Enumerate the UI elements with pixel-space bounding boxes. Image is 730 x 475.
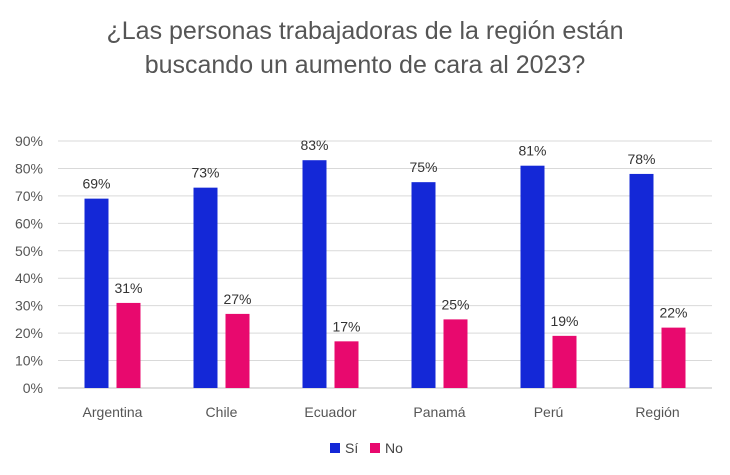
y-tick-label: 90% — [15, 133, 43, 149]
chart-title: ¿Las personas trabajadoras de la región … — [0, 14, 730, 82]
data-label: 22% — [659, 305, 687, 321]
y-tick-label: 30% — [15, 298, 43, 314]
y-tick-label: 40% — [15, 270, 43, 286]
bar-no — [552, 335, 577, 388]
data-label: 69% — [82, 176, 110, 192]
bar-si — [302, 160, 327, 388]
y-tick-label: 80% — [15, 160, 43, 176]
data-label: 31% — [114, 280, 142, 296]
bar-no — [334, 341, 359, 388]
x-tick-label: Perú — [534, 404, 564, 420]
y-tick-label: 70% — [15, 188, 43, 204]
data-label: 19% — [550, 313, 578, 329]
legend-label: No — [385, 440, 403, 456]
bar-si — [520, 165, 545, 388]
x-tick-label: Región — [635, 404, 679, 420]
legend-swatch — [330, 443, 340, 453]
y-tick-label: 60% — [15, 215, 43, 231]
legend-label: Sí — [345, 440, 358, 456]
y-tick-label: 0% — [23, 380, 43, 396]
data-label: 25% — [441, 296, 469, 312]
x-tick-label: Argentina — [83, 404, 143, 420]
y-tick-label: 50% — [15, 243, 43, 259]
y-tick-label: 20% — [15, 325, 43, 341]
x-tick-label: Panamá — [413, 404, 465, 420]
legend-swatch — [370, 443, 380, 453]
bar-no — [661, 327, 686, 388]
bar-si — [193, 187, 218, 388]
bar-no — [116, 302, 141, 388]
data-label: 73% — [191, 165, 219, 181]
data-label: 17% — [332, 318, 360, 334]
data-label: 81% — [518, 143, 546, 159]
bar-no — [225, 313, 250, 388]
data-label: 83% — [300, 137, 328, 153]
chart-title-line-1: ¿Las personas trabajadoras de la región … — [106, 17, 624, 45]
bar-si — [411, 182, 436, 388]
data-label: 27% — [223, 291, 251, 307]
data-label: 78% — [627, 151, 655, 167]
bar-si — [629, 173, 654, 388]
y-tick-label: 10% — [15, 353, 43, 369]
data-label: 75% — [409, 159, 437, 175]
chart-title-line-2: buscando un aumento de cara al 2023? — [144, 51, 586, 79]
bar-no — [443, 319, 468, 388]
x-tick-label: Chile — [206, 404, 238, 420]
bar-si — [84, 198, 109, 388]
x-tick-label: Ecuador — [304, 404, 356, 420]
